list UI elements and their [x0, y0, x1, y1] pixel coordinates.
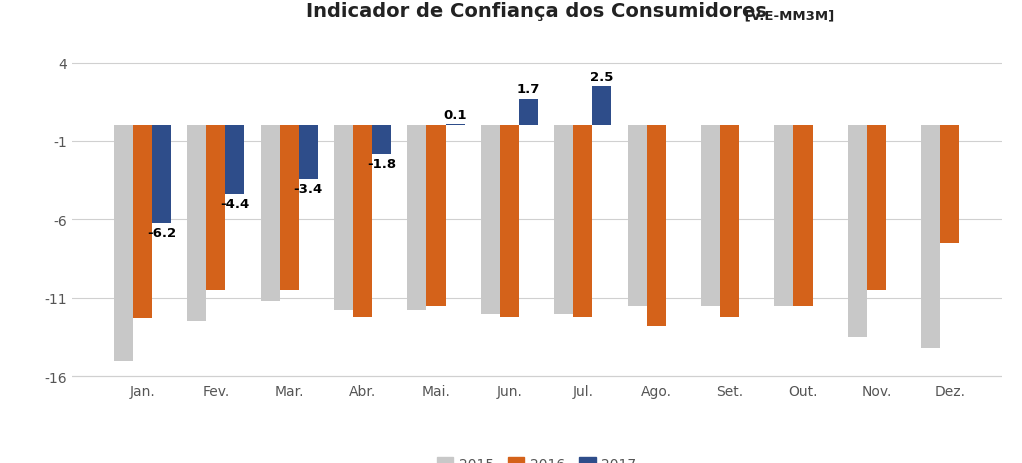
Bar: [480, 126, 500, 314]
Bar: [113, 126, 133, 361]
Bar: [554, 126, 573, 314]
Bar: [298, 126, 318, 179]
Bar: [133, 126, 152, 319]
Bar: [426, 126, 446, 306]
Bar: [867, 126, 886, 290]
Bar: [261, 126, 280, 301]
Bar: [206, 126, 226, 290]
Bar: [647, 126, 665, 326]
Bar: [226, 126, 244, 195]
Bar: [573, 126, 593, 317]
Bar: [446, 125, 465, 126]
Bar: [775, 126, 793, 306]
Bar: [334, 126, 353, 311]
Text: 2.5: 2.5: [590, 71, 613, 84]
Text: -3.4: -3.4: [293, 182, 323, 195]
Bar: [500, 126, 519, 317]
Text: Indicador de Confiança dos Consumidores: Indicador de Confiança dos Consumidores: [307, 2, 766, 21]
Bar: [921, 126, 940, 348]
Text: -4.4: -4.4: [221, 198, 249, 211]
Text: -6.2: -6.2: [147, 226, 176, 239]
Bar: [152, 126, 171, 223]
Bar: [353, 126, 372, 317]
Bar: [628, 126, 647, 306]
Bar: [408, 126, 426, 311]
Bar: [701, 126, 721, 306]
Bar: [593, 87, 611, 126]
Text: 1.7: 1.7: [517, 83, 541, 96]
Text: 0.1: 0.1: [444, 108, 467, 121]
Bar: [519, 100, 538, 126]
Bar: [847, 126, 867, 338]
Bar: [721, 126, 739, 317]
Legend: 2015, 2016, 2017: 2015, 2016, 2017: [431, 451, 642, 463]
Bar: [280, 126, 298, 290]
Text: -1.8: -1.8: [367, 157, 397, 170]
Bar: [372, 126, 391, 154]
Text: [V.E-MM3M]: [V.E-MM3M]: [740, 9, 834, 22]
Bar: [940, 126, 960, 244]
Bar: [187, 126, 206, 322]
Bar: [793, 126, 812, 306]
